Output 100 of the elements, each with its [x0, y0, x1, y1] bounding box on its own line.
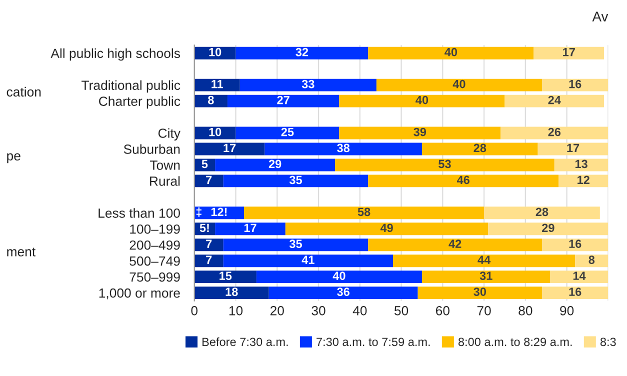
x-tick-label: 60 [436, 306, 450, 316]
data-label: 16 [569, 240, 582, 248]
bar [422, 270, 550, 284]
bar [194, 254, 224, 268]
data-label: 12 [578, 176, 590, 184]
legend-label: 8:3 [600, 338, 616, 346]
data-label: 12! [211, 208, 227, 216]
bar [575, 254, 608, 268]
bar [194, 46, 236, 60]
data-label: 49 [380, 224, 393, 232]
bar [488, 222, 608, 236]
x-tick-label: 20 [270, 306, 284, 316]
data-label: 31 [480, 272, 492, 280]
bar [368, 46, 534, 60]
y-tick-label: City [158, 128, 180, 141]
bar [215, 158, 336, 172]
text: cation [6, 86, 41, 97]
data-label: 28 [536, 208, 548, 216]
data-label: 7 [206, 176, 212, 184]
y-tick-label: 200–499 [130, 240, 180, 250]
y-tick-label: 1,000 or more [99, 288, 180, 300]
data-label: 10 [209, 128, 222, 136]
bar [236, 126, 340, 140]
bar [500, 126, 608, 140]
bar [376, 78, 542, 92]
bar [335, 158, 554, 172]
data-label: 13 [575, 160, 588, 168]
data-label: 10 [209, 48, 222, 56]
data-label: 40 [444, 48, 458, 56]
x-tick-label: 50 [394, 306, 408, 316]
legend-label: Before 7:30 a.m. [202, 337, 288, 346]
chart-title: Av [592, 12, 608, 22]
y-tick-label: Rural [150, 176, 180, 186]
y-tick-label: 500–749 [130, 256, 180, 266]
data-label: 40 [332, 272, 346, 280]
data-label: 5! [200, 224, 209, 232]
bar [215, 222, 286, 236]
bar [542, 78, 608, 92]
x-tick-label: 40 [352, 306, 367, 316]
data-label: 17 [563, 48, 575, 56]
data-label: 7 [206, 240, 212, 248]
data-label: 16 [569, 80, 582, 88]
bar [256, 270, 422, 284]
data-label: 30 [474, 288, 486, 296]
bar [236, 46, 368, 60]
bar [504, 94, 604, 108]
data-label: 27 [277, 96, 290, 104]
x-tick-label: 80 [518, 306, 532, 316]
legend-label: 8:00 a.m. to 8:29 a.m. [458, 338, 572, 346]
data-label: 16 [569, 288, 582, 296]
bar [550, 270, 608, 284]
x-tick-label: 10 [229, 306, 243, 316]
data-label: 15 [220, 272, 232, 280]
data-label: 8 [208, 96, 214, 104]
data-label: 32 [296, 48, 308, 56]
text: pe [7, 153, 20, 164]
y-tick-label: Charter public [99, 96, 180, 109]
data-label: 11 [212, 80, 224, 88]
x-tick-label: 70 [477, 306, 491, 316]
data-label: 25 [281, 128, 294, 136]
data-label: 35 [289, 176, 302, 184]
bar [484, 206, 600, 220]
y-tick-label: All public high schools [50, 48, 180, 61]
bar [542, 238, 608, 252]
bar [542, 286, 608, 300]
data-label: 7 [206, 256, 212, 264]
bar [558, 174, 608, 188]
x-tick-label: 90 [560, 306, 574, 316]
data-label: 42 [448, 240, 462, 248]
legend-label: 7:30 a.m. to 7:59 a.m. [316, 338, 430, 346]
data-label: 53 [438, 160, 451, 168]
data-label: 26 [548, 128, 561, 136]
data-label: 14 [573, 272, 586, 280]
data-label: 33 [302, 80, 314, 88]
bar [393, 254, 576, 268]
bar [554, 158, 608, 172]
y-tick-label: Town [150, 160, 180, 170]
bar [227, 94, 340, 108]
data-label: 35 [289, 240, 302, 248]
bar [418, 286, 542, 300]
bar [368, 174, 559, 188]
bar [194, 78, 240, 92]
bar [194, 142, 265, 156]
bar [194, 270, 256, 284]
x-tick-label: 0 [191, 306, 198, 316]
bar [223, 254, 394, 268]
bar [268, 286, 418, 300]
text: ment [7, 248, 36, 256]
bar [339, 126, 501, 140]
bar [194, 286, 269, 300]
bar [223, 238, 368, 252]
data-label: 36 [337, 288, 350, 296]
y-tick-label: 750–999 [130, 272, 180, 282]
bar [339, 94, 505, 108]
bar [194, 174, 224, 188]
data-label: 17 [244, 224, 256, 232]
data-label: 46 [456, 176, 470, 184]
y-tick-label: Suburban [124, 144, 180, 154]
data-label: 24 [548, 96, 561, 104]
bar [285, 222, 488, 236]
